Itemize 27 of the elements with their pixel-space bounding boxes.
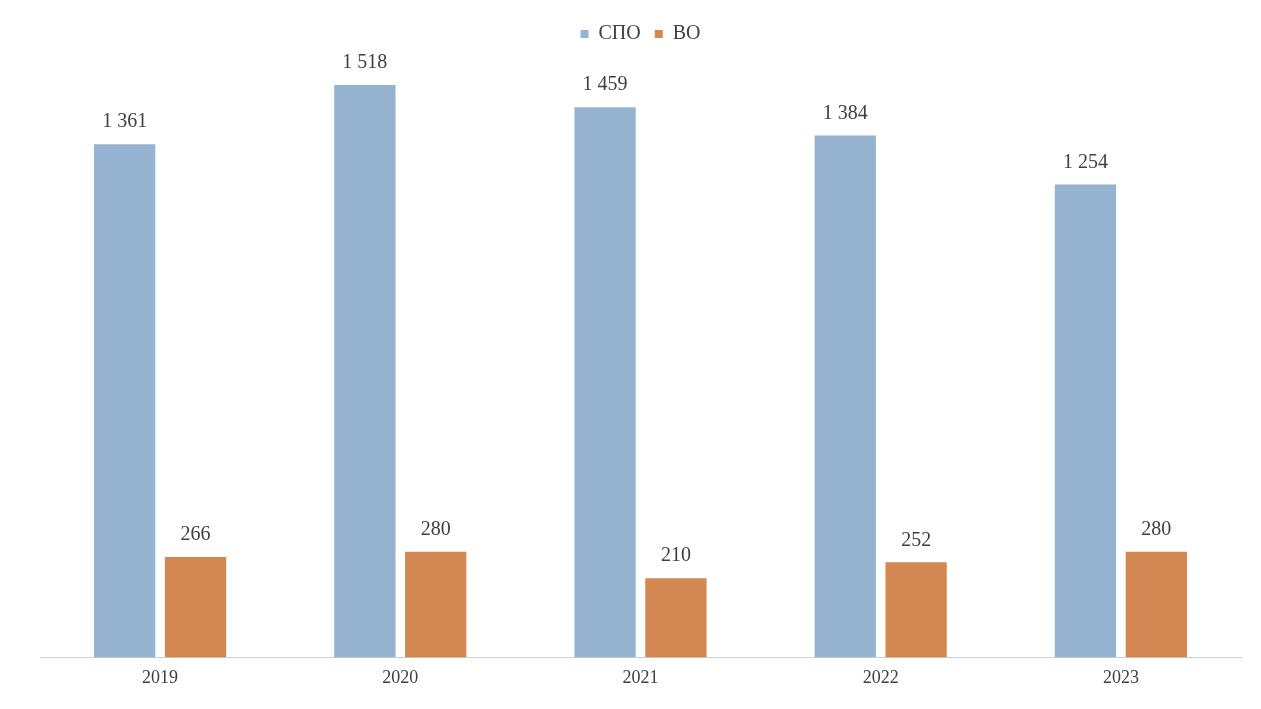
data-label: 1 518 [342, 50, 388, 73]
data-label: 266 [180, 522, 211, 545]
bar [885, 562, 947, 658]
bar [1054, 184, 1117, 658]
legend-label: ВО [672, 21, 701, 44]
bar [1125, 551, 1187, 658]
bar [645, 578, 707, 658]
x-tick-label: 2022 [862, 666, 899, 687]
bar [405, 551, 467, 658]
data-label: 1 254 [1062, 149, 1108, 172]
data-label: 1 384 [822, 100, 868, 123]
x-tick-label: 2019 [142, 666, 179, 687]
x-tick-label: 2021 [622, 666, 659, 687]
data-label: 1 459 [582, 72, 628, 95]
bar [164, 557, 227, 658]
data-label: 280 [420, 517, 451, 540]
x-tick-label: 2020 [382, 666, 419, 687]
legend-label: СПО [598, 21, 641, 44]
bar [334, 84, 396, 658]
data-label: 252 [901, 527, 932, 550]
data-label: 210 [660, 543, 691, 566]
data-label: 1 361 [102, 109, 148, 132]
x-tick-label: 2023 [1102, 666, 1139, 687]
bar [814, 135, 876, 658]
data-label: 280 [1141, 517, 1172, 540]
bar [94, 144, 156, 658]
bar [574, 107, 636, 658]
